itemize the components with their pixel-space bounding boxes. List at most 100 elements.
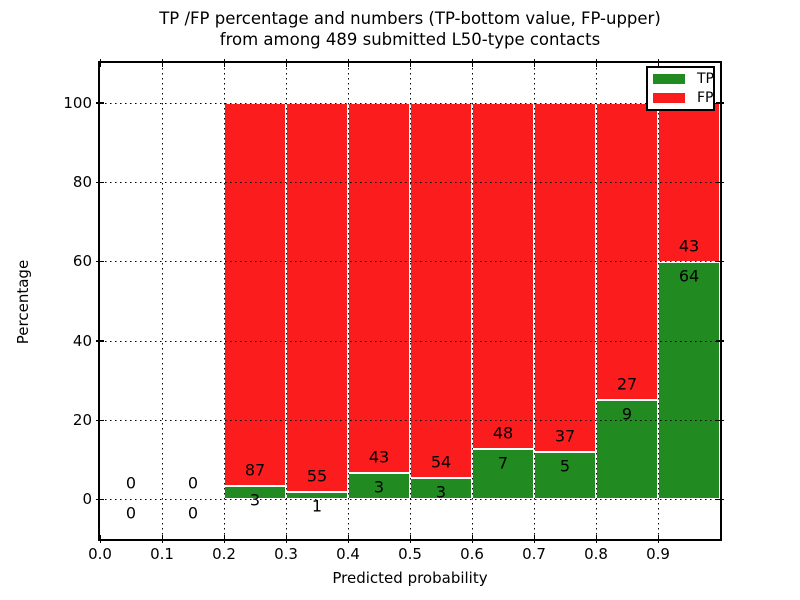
- fp-count-label: 87: [244, 460, 266, 480]
- gridline-vertical: [658, 63, 659, 539]
- fp-count-label: 0: [187, 473, 199, 493]
- gridline-vertical: [348, 63, 349, 539]
- y-tick-left: [96, 340, 104, 342]
- gridline-vertical: [286, 63, 287, 539]
- tp-count-label: 3: [373, 477, 385, 497]
- x-tick-label: 0.5: [398, 545, 422, 563]
- x-tick-top: [471, 59, 473, 67]
- gridline-horizontal: [100, 340, 720, 342]
- fp-count-label: 27: [616, 374, 638, 394]
- y-tick-label: 0: [82, 490, 92, 509]
- legend: TP FP: [646, 66, 715, 111]
- tp-count-label: 7: [497, 453, 509, 473]
- x-tick-top: [533, 59, 535, 67]
- tp-count-label: 0: [125, 503, 137, 523]
- y-tick-right: [716, 340, 724, 342]
- legend-item-fp: FP: [653, 89, 714, 106]
- gridline-horizontal: [100, 102, 720, 104]
- x-tick-label: 0.8: [584, 545, 608, 563]
- fp-bar: [410, 102, 472, 479]
- y-axis-label: Percentage: [14, 259, 32, 345]
- tp-count-label: 0: [187, 503, 199, 523]
- y-tick-left: [96, 498, 104, 501]
- fp-count-label: 43: [368, 447, 390, 467]
- gridline-vertical: [410, 63, 411, 539]
- gridline-vertical: [596, 63, 597, 539]
- y-tick-label: 60: [72, 252, 92, 271]
- tp-count-label: 9: [621, 404, 633, 424]
- y-tick-label: 20: [72, 411, 92, 429]
- x-tick-bottom: [533, 535, 535, 543]
- gridline-horizontal: [100, 182, 720, 183]
- x-axis-label: Predicted probability: [332, 569, 488, 587]
- gridline-horizontal: [100, 499, 720, 501]
- x-tick-top: [99, 59, 101, 67]
- gridline-vertical: [472, 63, 473, 539]
- gridline-horizontal: [100, 420, 720, 421]
- fp-bar: [596, 102, 658, 401]
- fp-bar: [472, 102, 534, 449]
- y-tick-label: 80: [72, 173, 92, 191]
- x-tick-label: 0.2: [212, 545, 236, 563]
- legend-item-tp: TP: [653, 70, 714, 87]
- x-tick-bottom: [99, 535, 101, 543]
- y-tick-left: [96, 181, 104, 183]
- fp-count-label: 55: [306, 466, 328, 486]
- y-tick-right: [716, 419, 724, 421]
- gridline-vertical: [224, 63, 225, 539]
- fp-color-swatch: [653, 93, 685, 103]
- x-tick-top: [595, 59, 597, 67]
- y-tick-label: 100: [63, 93, 92, 112]
- chart-title-line1: TP /FP percentage and numbers (TP-bottom…: [159, 9, 661, 28]
- gridline-vertical: [162, 63, 163, 539]
- fp-bar: [534, 102, 596, 453]
- tp-count-label: 5: [559, 456, 571, 476]
- y-tick-left: [96, 102, 104, 104]
- x-tick-top: [409, 59, 411, 67]
- y-tick-left: [96, 260, 104, 263]
- tp-bar: [658, 262, 720, 500]
- x-tick-bottom: [595, 535, 597, 543]
- x-tick-bottom: [347, 535, 349, 543]
- fp-count-label: 0: [125, 473, 137, 493]
- plot-area: 0 0 0 0 87 3 55 1 43 3 54 3 48 7 37 5 27 9 43 64: [96, 59, 724, 543]
- tp-count-label: 64: [678, 266, 700, 286]
- tp-count-label: 3: [435, 482, 447, 502]
- x-tick-top: [223, 59, 225, 67]
- fp-bar: [224, 102, 286, 487]
- y-tick-right: [716, 498, 724, 501]
- chart-title-line2: from among 489 submitted L50-type contac…: [219, 30, 601, 49]
- x-tick-top: [657, 59, 659, 67]
- x-tick-label: 0.4: [336, 545, 360, 563]
- x-tick-bottom: [223, 535, 225, 543]
- fp-count-label: 48: [492, 423, 514, 443]
- x-tick-label: 0.6: [460, 545, 484, 563]
- x-tick-label: 0.9: [646, 545, 670, 563]
- x-tick-label: 0.7: [522, 545, 546, 563]
- fp-count-label: 54: [430, 452, 452, 472]
- y-tick-label: 40: [72, 331, 92, 350]
- x-tick-top: [285, 59, 287, 67]
- fp-count-label: 43: [678, 236, 700, 256]
- gridline-horizontal: [100, 261, 720, 263]
- y-tick-right: [716, 102, 724, 104]
- x-tick-label: 0.3: [274, 545, 298, 563]
- x-tick-bottom: [657, 535, 659, 543]
- fp-bar: [348, 102, 410, 474]
- fp-count-label: 37: [554, 426, 576, 446]
- tp-color-swatch: [653, 74, 685, 84]
- x-tick-bottom: [471, 535, 473, 543]
- fp-bar: [286, 102, 348, 493]
- legend-label-tp: TP: [697, 70, 714, 87]
- x-tick-top: [347, 59, 349, 67]
- y-tick-left: [96, 419, 104, 421]
- tp-count-label: 3: [249, 490, 261, 510]
- x-tick-label: 0.1: [150, 545, 174, 563]
- x-tick-bottom: [409, 535, 411, 543]
- x-tick-top: [161, 59, 163, 67]
- y-tick-right: [716, 260, 724, 263]
- tp-count-label: 1: [311, 496, 323, 516]
- legend-label-fp: FP: [697, 89, 714, 106]
- x-tick-bottom: [285, 535, 287, 543]
